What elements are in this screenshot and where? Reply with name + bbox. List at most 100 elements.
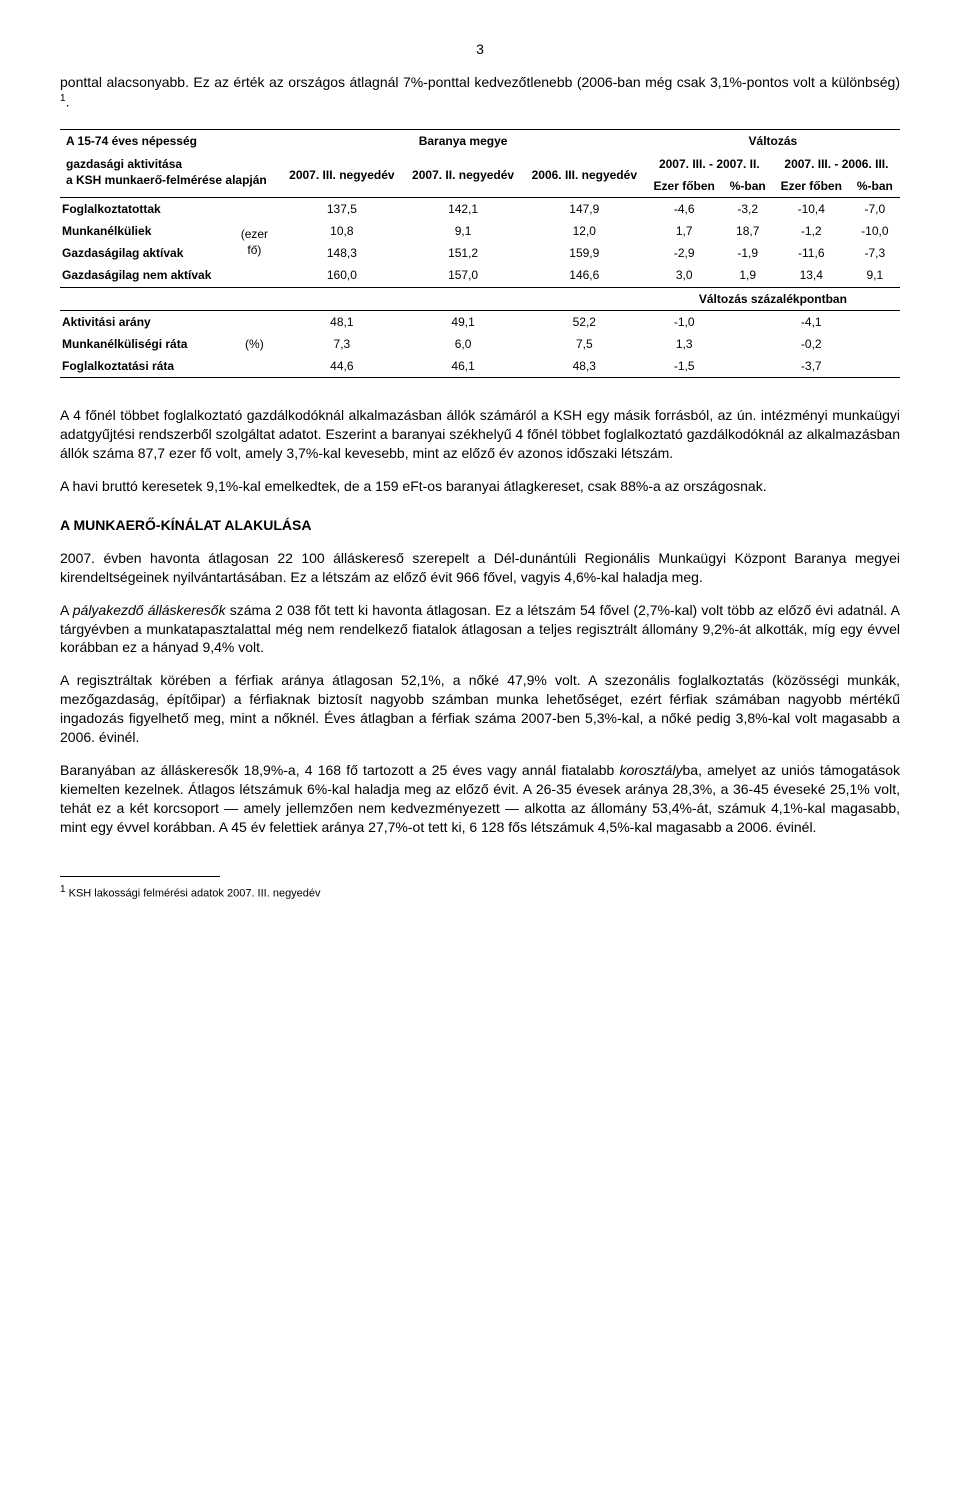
table-row: Gazdaságilag nem aktívak 160,0 157,0 146…	[60, 264, 900, 287]
cell: 44,6	[280, 355, 403, 378]
section-heading: A MUNKAERŐ-KÍNÁLAT ALAKULÁSA	[60, 516, 900, 535]
cell: -3,2	[723, 197, 773, 220]
cell: 1,3	[646, 333, 723, 355]
cell: 12,0	[523, 220, 646, 242]
th-change2: 2007. III. - 2006. III.	[773, 153, 900, 175]
cell: -1,2	[773, 220, 850, 242]
cell: 146,6	[523, 264, 646, 287]
cell: 148,3	[280, 242, 403, 264]
paragraph-4: 2007. évben havonta átlagosan 22 100 áll…	[60, 549, 900, 587]
cell: -3,7	[773, 355, 850, 378]
footnote-text: KSH lakossági felmérési adatok 2007. III…	[66, 888, 321, 900]
page-number: 3	[60, 40, 900, 59]
tbl-left-h3: a KSH munkaerő-felmérése alapján	[66, 172, 274, 188]
cell: 157,0	[403, 264, 522, 287]
cell: 142,1	[403, 197, 522, 220]
cell: -1,5	[646, 355, 723, 378]
cell	[850, 355, 900, 378]
labor-table: A 15-74 éves népesség gazdasági aktivitá…	[60, 129, 900, 378]
cell: 1,9	[723, 264, 773, 287]
th-ezer-1: Ezer főben	[646, 175, 723, 198]
cell: -11,6	[773, 242, 850, 264]
cell: 1,7	[646, 220, 723, 242]
footnote-rule	[60, 876, 220, 877]
cell: -7,3	[850, 242, 900, 264]
cell: 137,5	[280, 197, 403, 220]
cell: 13,4	[773, 264, 850, 287]
cell	[850, 310, 900, 333]
cell	[723, 333, 773, 355]
cell: 10,8	[280, 220, 403, 242]
unit-ezer-fo: (ezer fő)	[228, 197, 280, 287]
tbl-left-h2: gazdasági aktivitása	[66, 156, 274, 172]
cell: 9,1	[403, 220, 522, 242]
p5-italic: pályakezdő álláskeresők	[73, 602, 226, 618]
cell: 52,2	[523, 310, 646, 333]
table-row: Gazdaságilag aktívak 148,3 151,2 159,9 -…	[60, 242, 900, 264]
cell: 46,1	[403, 355, 522, 378]
cell: 159,9	[523, 242, 646, 264]
row-label: Aktivitási arány	[60, 310, 228, 333]
cell	[850, 333, 900, 355]
cell: 7,3	[280, 333, 403, 355]
cell: 151,2	[403, 242, 522, 264]
th-col3: 2006. III. negyedév	[523, 153, 646, 198]
cell: -1,9	[723, 242, 773, 264]
intro-paragraph: ponttal alacsonyabb. Ez az érték az orsz…	[60, 73, 900, 111]
cell: -1,0	[646, 310, 723, 333]
cell: 6,0	[403, 333, 522, 355]
footnote: 1 KSH lakossági felmérési adatok 2007. I…	[60, 883, 900, 902]
cell: 49,1	[403, 310, 522, 333]
th-col1: 2007. III. negyedév	[280, 153, 403, 198]
cell: -0,2	[773, 333, 850, 355]
th-ezer-2: Ezer főben	[773, 175, 850, 198]
paragraph-6: A regisztráltak körében a férfiak aránya…	[60, 671, 900, 747]
cell: 18,7	[723, 220, 773, 242]
cell: 7,5	[523, 333, 646, 355]
th-pct-1: %-ban	[723, 175, 773, 198]
cell	[723, 355, 773, 378]
cell: 48,1	[280, 310, 403, 333]
intro-period: .	[66, 93, 70, 109]
table-row: Munkanélküliek 10,8 9,1 12,0 1,7 18,7 -1…	[60, 220, 900, 242]
table-row: Foglalkoztatási ráta 44,6 46,1 48,3 -1,5…	[60, 355, 900, 378]
paragraph-7: Baranyában az álláskeresők 18,9%-a, 4 16…	[60, 761, 900, 837]
tbl-left-h1: A 15-74 éves népesség	[66, 133, 274, 149]
cell: 147,9	[523, 197, 646, 220]
cell	[723, 310, 773, 333]
cell: -4,1	[773, 310, 850, 333]
row-label: Gazdaságilag nem aktívak	[60, 264, 228, 287]
table-row: Foglalkoztatottak (ezer fő) 137,5 142,1 …	[60, 197, 900, 220]
paragraph-3: A havi bruttó keresetek 9,1%-kal emelked…	[60, 477, 900, 496]
intro-text: ponttal alacsonyabb. Ez az érték az orsz…	[60, 74, 900, 90]
change-pctpoint: Változás százalékpontban	[646, 287, 900, 310]
cell: 3,0	[646, 264, 723, 287]
cell: -7,0	[850, 197, 900, 220]
cell: -10,0	[850, 220, 900, 242]
th-col2: 2007. II. negyedév	[403, 153, 522, 198]
cell: 48,3	[523, 355, 646, 378]
table-row: Aktivitási arány (%) 48,1 49,1 52,2 -1,0…	[60, 310, 900, 333]
p5-a: A	[60, 602, 73, 618]
th-pct-2: %-ban	[850, 175, 900, 198]
paragraph-5: A pályakezdő álláskeresők száma 2 038 fő…	[60, 601, 900, 658]
p7-a: Baranyában az álláskeresők 18,9%-a, 4 16…	[60, 762, 619, 778]
row-label: Gazdaságilag aktívak	[60, 242, 228, 264]
section-heading-text: A MUNKAERŐ-KÍNÁLAT ALAKULÁSA	[60, 517, 311, 533]
cell: -2,9	[646, 242, 723, 264]
th-baranya: Baranya megye	[280, 130, 645, 153]
table-subheader: Változás százalékpontban	[60, 287, 900, 310]
th-change1: 2007. III. - 2007. II.	[646, 153, 773, 175]
p7-italic: korosztály	[619, 762, 682, 778]
row-label: Foglalkoztatottak	[60, 197, 228, 220]
cell: 9,1	[850, 264, 900, 287]
row-label: Foglalkoztatási ráta	[60, 355, 228, 378]
table-row: Munkanélküliségi ráta 7,3 6,0 7,5 1,3 -0…	[60, 333, 900, 355]
unit-percent: (%)	[228, 310, 280, 378]
cell: -4,6	[646, 197, 723, 220]
row-label: Munkanélküliek	[60, 220, 228, 242]
th-valtozas: Változás	[646, 130, 900, 153]
row-label: Munkanélküliségi ráta	[60, 333, 228, 355]
cell: 160,0	[280, 264, 403, 287]
paragraph-2: A 4 főnél többet foglalkoztató gazdálkod…	[60, 406, 900, 463]
